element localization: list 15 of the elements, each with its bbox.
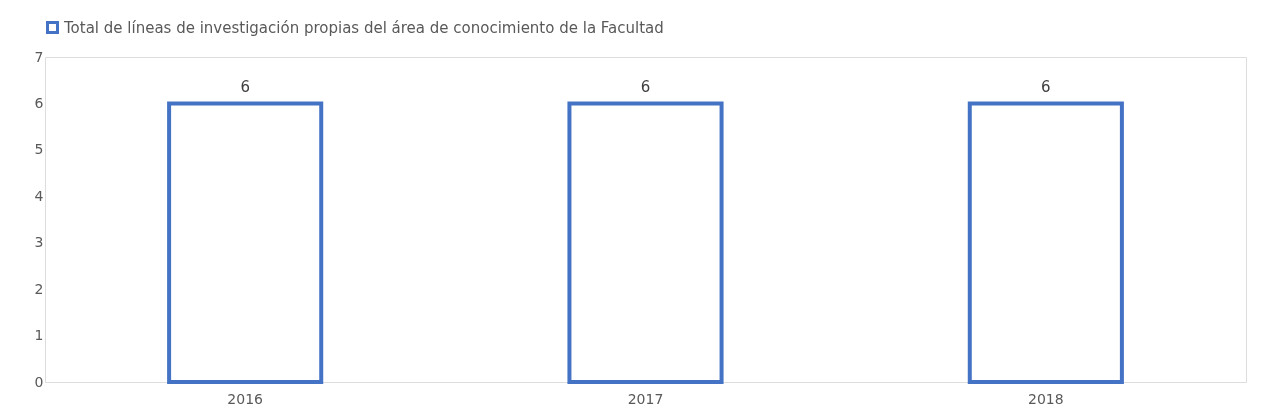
y-tick-label: 5 [34, 141, 44, 158]
y-tick-label: 4 [34, 187, 44, 204]
data-label: 6 [240, 78, 250, 97]
data-label: 6 [1041, 78, 1051, 97]
x-tick-label: 2018 [1028, 390, 1064, 407]
y-tick-label: 3 [34, 234, 44, 251]
x-tick-label: 2017 [627, 390, 664, 407]
y-tick-label: 7 [34, 48, 44, 65]
legend-label: Total de líneas de investigación propias del área de conocimiento de la Facultad [63, 18, 664, 37]
y-tick-label: 0 [34, 373, 44, 390]
x-tick-label: 2016 [227, 390, 264, 407]
y-tick-label: 1 [34, 327, 44, 344]
data-label: 6 [640, 78, 651, 97]
y-tick-label: 2 [34, 280, 44, 297]
y-tick-label: 6 [34, 94, 44, 111]
